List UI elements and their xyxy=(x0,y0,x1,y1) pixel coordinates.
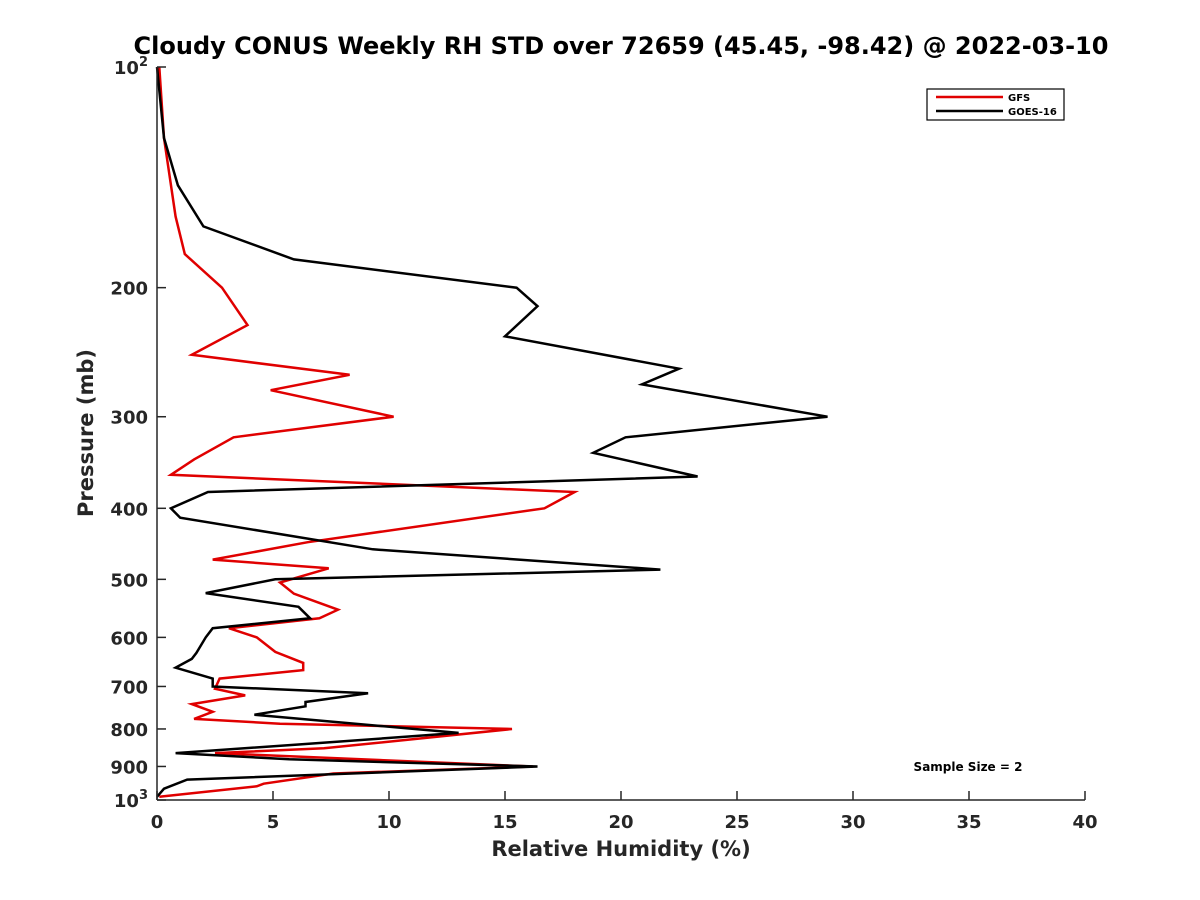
x-tick-label: 35 xyxy=(956,812,981,833)
legend-label-gfs: GFS xyxy=(1008,93,1030,104)
x-tick-label: 0 xyxy=(151,812,164,833)
y-tick-label: 700 xyxy=(110,677,148,698)
y-tick-label: 400 xyxy=(110,499,148,520)
x-axis-label: Relative Humidity (%) xyxy=(491,837,750,861)
y-axis-label: Pressure (mb) xyxy=(74,349,98,517)
x-axis-ticks: 0 5 10 15 20 25 30 35 40 xyxy=(151,791,1098,833)
x-tick-label: 25 xyxy=(724,812,749,833)
y-tick-label: 800 xyxy=(110,720,148,741)
x-tick-label: 5 xyxy=(267,812,280,833)
x-tick-label: 20 xyxy=(608,812,633,833)
x-tick-label: 30 xyxy=(840,812,865,833)
sample-size-annotation: Sample Size = 2 xyxy=(914,760,1023,774)
series-line-gfs xyxy=(158,66,580,799)
y-tick-label: 600 xyxy=(110,628,148,649)
y-tick-label: 102 xyxy=(114,55,148,79)
y-tick-label: 200 xyxy=(110,279,148,300)
x-tick-label: 10 xyxy=(376,812,401,833)
legend: GFS GOES-16 xyxy=(926,88,1065,121)
legend-box xyxy=(926,88,1065,121)
y-tick-label: 103 xyxy=(114,788,148,812)
y-tick-label: 500 xyxy=(110,570,148,591)
chart-title: Cloudy CONUS Weekly RH STD over 72659 (4… xyxy=(134,32,1109,60)
x-tick-label: 40 xyxy=(1072,812,1097,833)
series-line-goes-16 xyxy=(155,66,828,798)
series-layer xyxy=(155,66,828,799)
y-axis-ticks: 102 200 300 400 500 600 700 800 900 103 xyxy=(110,55,166,812)
y-tick-label: 900 xyxy=(110,757,148,778)
y-tick-label: 300 xyxy=(110,408,148,429)
legend-label-goes-16: GOES-16 xyxy=(1008,107,1057,118)
x-tick-label: 15 xyxy=(492,812,517,833)
